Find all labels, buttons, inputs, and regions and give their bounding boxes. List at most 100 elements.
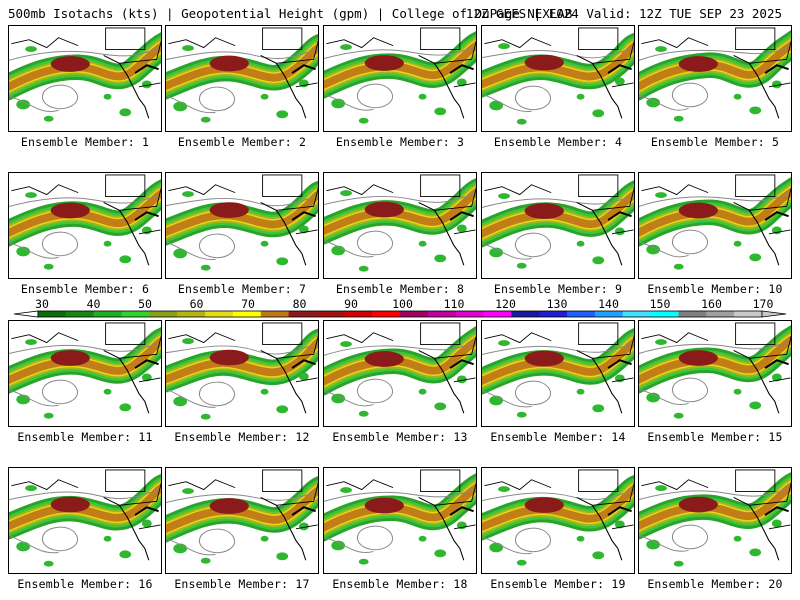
wind-blob	[182, 45, 194, 52]
coastline	[576, 54, 623, 119]
height-contour	[166, 95, 216, 114]
wind-blob	[673, 412, 684, 419]
wind-blob	[340, 487, 352, 494]
wind-blob	[749, 253, 762, 262]
colorbar-segment	[539, 311, 568, 317]
colorbar-segment	[594, 311, 624, 317]
border-line	[295, 229, 318, 235]
ensemble-map	[8, 25, 162, 132]
colorbar-graphic: 30 40 50 60 70 80 90 100 110 120 130 140 150 160 170	[13, 297, 787, 318]
ensemble-panel: Ensemble Member: 4	[481, 25, 635, 149]
border-box	[262, 174, 303, 197]
ensemble-member-label: Ensemble Member: 14	[490, 430, 626, 444]
wind-blob	[434, 254, 447, 263]
wind-blob	[434, 107, 447, 116]
colorbar-segment	[706, 311, 735, 317]
height-contour	[482, 194, 634, 208]
border-line	[749, 187, 791, 211]
wind-barb-cluster	[291, 506, 316, 516]
height-contour	[166, 195, 318, 207]
height-contour	[639, 487, 791, 501]
wind-blob	[655, 339, 667, 346]
wind-blob	[418, 535, 427, 542]
border-box	[420, 27, 461, 50]
height-contour-closed	[514, 232, 551, 258]
coastline	[168, 479, 236, 491]
wind-blob	[103, 388, 112, 395]
border-box	[735, 469, 776, 492]
border-box	[105, 27, 146, 50]
wind-barb-cluster	[607, 359, 632, 369]
wind-blob	[298, 225, 309, 234]
wind-blob	[16, 99, 31, 110]
wind-barb-cluster	[764, 64, 789, 74]
ensemble-panel: Ensemble Member: 6	[8, 172, 162, 296]
border-line	[611, 524, 634, 530]
ensemble-member-label: Ensemble Member: 6	[20, 282, 150, 296]
wind-blob	[418, 240, 427, 247]
coastline	[641, 184, 709, 196]
border-line	[434, 187, 476, 211]
coastline	[168, 184, 236, 196]
border-line	[434, 482, 476, 506]
height-contour	[639, 45, 791, 61]
ensemble-panel: Ensemble Member: 20	[638, 467, 792, 591]
colorbar-segment	[678, 311, 707, 317]
wind-blob	[592, 404, 605, 413]
ensemble-panel: Ensemble Member: 9	[481, 172, 635, 296]
wind-blob	[200, 413, 211, 420]
ensemble-map	[481, 320, 635, 427]
height-contour	[639, 95, 689, 111]
height-contour-closed	[198, 381, 235, 407]
wind-blob	[25, 46, 37, 53]
border-line	[768, 229, 791, 235]
wind-blob	[358, 558, 369, 565]
colorbar-tick-label: 90	[344, 297, 358, 311]
height-contour	[639, 389, 689, 406]
wind-blob	[592, 256, 605, 265]
wind-blob	[119, 108, 132, 117]
border-line	[768, 524, 791, 530]
wind-blob	[260, 240, 269, 247]
jet-band	[324, 483, 476, 532]
wind-blob	[489, 247, 504, 258]
wind-barb-cluster	[764, 211, 789, 221]
jet-core	[209, 202, 249, 218]
coastline	[733, 349, 780, 414]
colorbar-segment	[288, 311, 317, 317]
jet-core	[678, 56, 718, 72]
height-contour-closed	[198, 233, 235, 259]
height-contour-closed	[356, 83, 393, 109]
wind-blob	[733, 388, 742, 395]
wind-blob	[331, 393, 346, 404]
ensemble-member-label: Ensemble Member: 20	[647, 577, 783, 591]
wind-blob	[434, 549, 447, 558]
height-contour	[639, 242, 689, 258]
wind-blob	[260, 535, 269, 542]
ensemble-panel: Ensemble Member: 11	[8, 320, 162, 444]
colorbar-tick-label: 100	[392, 297, 413, 311]
coastline	[11, 184, 79, 196]
ensemble-map	[638, 467, 792, 574]
wind-blob	[646, 97, 661, 108]
border-line	[138, 377, 161, 383]
colorbar-tick-label: 150	[650, 297, 671, 311]
height-contour	[482, 390, 532, 408]
wind-blob	[733, 93, 742, 100]
height-contour	[324, 391, 374, 407]
wind-blob	[614, 77, 625, 86]
border-line	[453, 377, 476, 383]
border-box	[578, 322, 619, 345]
height-contour	[166, 538, 216, 556]
coastline	[484, 37, 552, 49]
colorbar-segment	[483, 311, 512, 317]
wind-blob	[340, 190, 352, 197]
border-line	[119, 40, 161, 64]
run-valid-time: 12Z GEFS | F024 Valid: 12Z TUE SEP 23 20…	[465, 6, 782, 21]
border-line	[276, 187, 318, 211]
colorbar-tick-label: 120	[495, 297, 516, 311]
wind-barb-cluster	[291, 359, 316, 369]
border-box	[420, 469, 461, 492]
colorbar-segment	[65, 311, 95, 317]
border-box	[262, 27, 303, 50]
